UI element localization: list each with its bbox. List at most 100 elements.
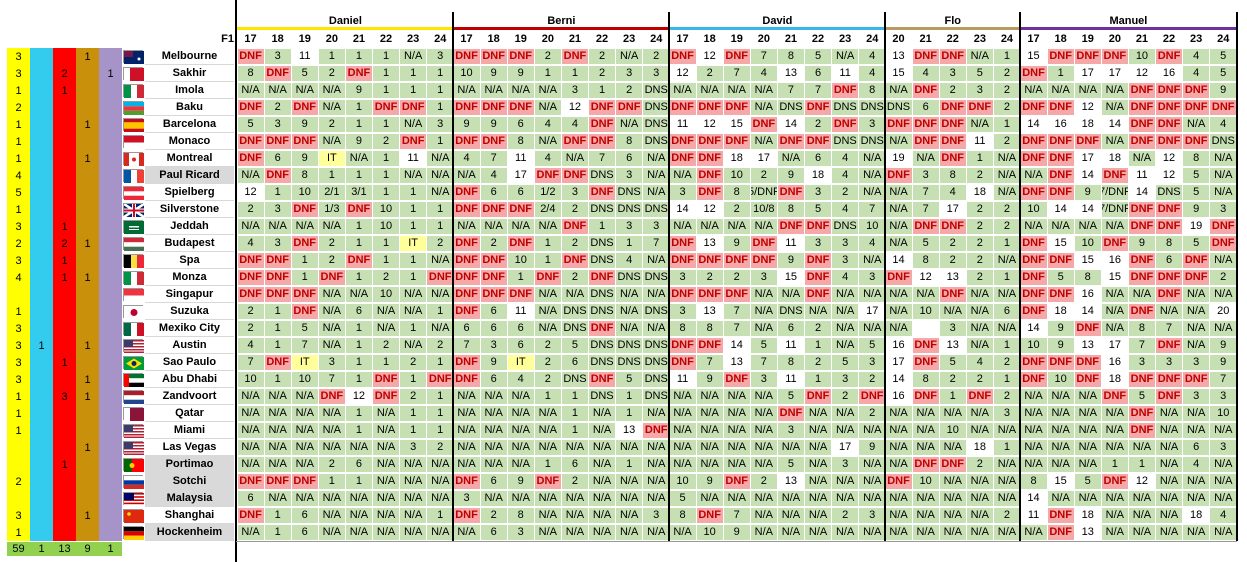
result-cell: 8 [669,321,696,336]
result-cell: 10 [1020,338,1047,353]
result-cell: N/A [507,457,534,472]
result-cell: 16 [1101,355,1128,370]
result-cell: 6 [453,321,480,336]
result-cell: 9 [1210,355,1237,370]
result-cell: N/A [453,389,480,404]
result-cell: N/A [1101,406,1128,421]
result-cell: N/A [939,508,966,523]
result-cell: DNF [264,134,291,149]
result-cell: DNF [912,219,939,234]
result-cell: 1 [400,185,427,200]
result-cell: 14 [1074,304,1101,319]
result-cell: N/A [589,474,616,489]
result-cell: 6 [345,457,372,472]
result-cell: 5 [561,338,588,353]
result-cell: 1 [427,134,454,149]
result-cell: 1 [534,253,561,268]
result-cell: 2 [832,185,859,200]
track-name: Shanghai [145,507,234,524]
result-cell: DNF [561,253,588,268]
result-cell: DNF [805,219,832,234]
result-cell: DNF [750,117,777,132]
result-cell: 1 [345,406,372,421]
result-cell: DNF [1047,49,1074,64]
result-cell: 7 [859,202,886,217]
result-cell: N/A [400,491,427,506]
result-cell: N/A [885,440,912,455]
result-cell: 7 [1156,321,1183,336]
result-cell: DNF [1128,134,1155,149]
track-name: Hockenheim [145,524,234,541]
result-cell: 2 [966,168,993,183]
result-cell: N/A [237,423,264,438]
bh-flag-icon [123,67,144,81]
result-cell: N/A [318,100,345,115]
result-cell: N/A [561,491,588,506]
result-cell: N/A [939,304,966,319]
result-cell: N/A [345,151,372,166]
result-cell: N/A [318,338,345,353]
result-cell: 1 [534,66,561,81]
result-cell: DNF [400,100,427,115]
result-cell: DNF [805,270,832,285]
track-name: Barcelona [145,116,234,133]
result-cell: DNS [643,134,670,149]
side-count: 2 [61,237,68,250]
result-cell: 10 [237,372,264,387]
result-cell: DNF [1128,117,1155,132]
result-cell: N/A [1183,338,1210,353]
result-cell: DNF [939,134,966,149]
result-cell: DNF [291,474,318,489]
jp-flag-icon [123,305,144,319]
result-cell: 1 [993,338,1020,353]
result-cell: DNF [885,117,912,132]
result-cell: 2 [750,474,777,489]
result-cell: N/A [453,423,480,438]
year-header: 17 [460,32,473,45]
side-total: 1 [30,542,53,556]
track-name: Budapest [145,235,234,252]
result-cell: N/A [723,440,750,455]
result-cell: N/A [1101,304,1128,319]
result-cell: 6 [507,321,534,336]
result-cell: N/A [723,406,750,421]
result-cell: N/A [669,219,696,234]
result-cell: N/A [993,321,1020,336]
result-cell: 9 [345,83,372,98]
result-cell: N/A [373,525,400,540]
result-cell: 2 [993,389,1020,404]
result-cell: N/A [1101,423,1128,438]
result-cell: N/A [237,440,264,455]
result-cell: 2 [400,355,427,370]
result-cell: DNS [589,287,616,302]
result-cell: N/A [966,423,993,438]
result-cell: 2 [939,253,966,268]
result-cell: N/A [777,508,804,523]
result-cell: N/A [318,83,345,98]
result-cell: DNF [291,236,318,251]
result-cell: N/A [669,440,696,455]
result-cell: 3 [264,236,291,251]
result-cell: DNS [589,168,616,183]
result-cell: N/A [643,406,670,421]
result-cell: 7 [1210,372,1237,387]
result-cell: 1 [616,236,643,251]
result-cell: N/A [453,83,480,98]
result-cell: N/A [885,457,912,472]
result-cell: 5 [777,457,804,472]
result-cell: DNS [643,202,670,217]
result-cell: 9 [1128,236,1155,251]
side-total: 1 [99,542,122,556]
result-cell: DNF [480,253,507,268]
result-cell: 5 [616,372,643,387]
result-cell: 7 [696,355,723,370]
de-flag-icon [123,526,144,540]
result-cell: DNF [318,389,345,404]
result-cell: 2 [966,253,993,268]
result-cell: N/A [1183,491,1210,506]
track-name: Monaco [145,133,234,150]
result-cell: DNS [616,270,643,285]
result-cell: DNF [480,100,507,115]
result-cell: DNF [723,474,750,489]
result-cell: N/A [805,406,832,421]
